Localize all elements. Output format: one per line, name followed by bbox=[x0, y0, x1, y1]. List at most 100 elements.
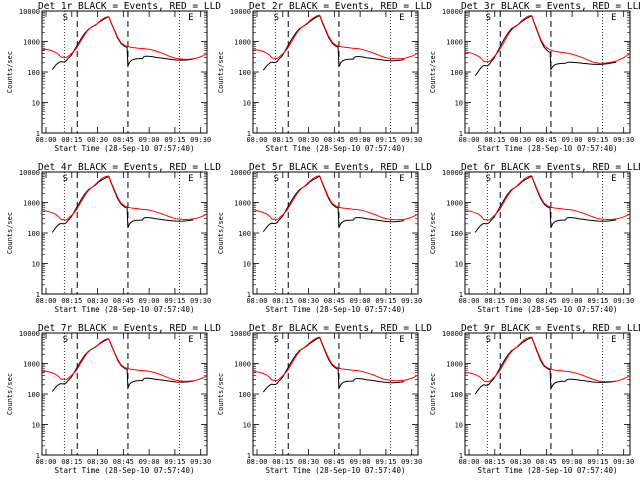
x-tick-label: 08:15 bbox=[484, 458, 505, 466]
marker-e: E bbox=[399, 335, 404, 345]
x-tick-label: 08:30 bbox=[510, 458, 531, 466]
marker-e: E bbox=[611, 174, 616, 184]
x-tick-label: 08:15 bbox=[272, 297, 293, 305]
x-tick-label: 08:45 bbox=[324, 458, 345, 466]
panel-det-2: Det 2r BLACK = Events, RED = LLD 1 10 100 10… bbox=[217, 1, 432, 153]
plot-frame bbox=[41, 332, 208, 456]
series-events-black bbox=[474, 337, 617, 395]
y-tick-label: 10 bbox=[32, 261, 40, 269]
x-axis-label: Start Time (28-Sep-10 07:57:40) bbox=[55, 466, 195, 475]
series-events-black bbox=[262, 15, 405, 71]
panel-title: Det 7r BLACK = Events, RED = LLD bbox=[38, 323, 221, 334]
x-axis-label: Start Time (28-Sep-10 07:57:40) bbox=[478, 144, 618, 153]
plot-frame bbox=[41, 10, 208, 134]
x-tick-label: 08:00 bbox=[246, 458, 267, 466]
y-tick-label: 10 bbox=[32, 422, 40, 430]
x-tick-label: 09:15 bbox=[587, 136, 608, 144]
x-tick-label: 09:30 bbox=[401, 297, 422, 305]
y-tick-label: 10000 bbox=[442, 8, 463, 16]
marker-s: S bbox=[486, 335, 491, 345]
x-axis-label: Start Time (28-Sep-10 07:57:40) bbox=[478, 305, 618, 314]
x-tick-label: 08:15 bbox=[61, 458, 82, 466]
y-axis-label: Counts/sec bbox=[6, 51, 14, 93]
plot-frame bbox=[464, 10, 631, 134]
y-tick-label: 10 bbox=[243, 422, 251, 430]
panel-det-1: Det 1r BLACK = Events, RED = LLD 1 10 100 10… bbox=[6, 1, 221, 153]
panel-title: Det 3r BLACK = Events, RED = LLD bbox=[461, 1, 640, 12]
x-tick-label: 08:30 bbox=[87, 297, 108, 305]
x-tick-label: 08:30 bbox=[87, 136, 108, 144]
panel-det-9: Det 9r BLACK = Events, RED = LLD 1 10 100 10… bbox=[429, 323, 640, 475]
x-tick-label: 09:00 bbox=[562, 297, 583, 305]
x-tick-label: 08:15 bbox=[484, 297, 505, 305]
x-tick-label: 09:15 bbox=[375, 297, 396, 305]
x-tick-label: 09:30 bbox=[613, 297, 634, 305]
x-axis-label: Start Time (28-Sep-10 07:57:40) bbox=[266, 305, 406, 314]
y-tick-label: 10000 bbox=[19, 169, 40, 177]
panel-title: Det 5r BLACK = Events, RED = LLD bbox=[249, 162, 432, 173]
x-axis-label: Start Time (28-Sep-10 07:57:40) bbox=[55, 305, 195, 314]
y-tick-label: 100 bbox=[450, 391, 463, 399]
panel-det-6: Det 6r BLACK = Events, RED = LLD 1 10 100 10… bbox=[429, 162, 640, 314]
y-tick-label: 10000 bbox=[442, 169, 463, 177]
panel-title: Det 2r BLACK = Events, RED = LLD bbox=[249, 1, 432, 12]
series-lld-red bbox=[252, 336, 419, 382]
y-axis-label: Counts/sec bbox=[429, 51, 437, 93]
x-tick-label: 09:15 bbox=[164, 136, 185, 144]
x-tick-label: 09:15 bbox=[375, 136, 396, 144]
series-lld-red bbox=[464, 14, 631, 64]
y-tick-label: 10000 bbox=[230, 330, 251, 338]
x-tick-label: 08:30 bbox=[510, 297, 531, 305]
x-tick-label: 08:45 bbox=[324, 297, 345, 305]
y-tick-label: 1000 bbox=[446, 361, 463, 369]
x-tick-label: 08:00 bbox=[246, 297, 267, 305]
marker-s: S bbox=[63, 13, 68, 23]
y-axis-label: Counts/sec bbox=[6, 212, 14, 254]
series-lld-red bbox=[252, 175, 419, 221]
y-tick-label: 100 bbox=[238, 391, 251, 399]
x-tick-label: 09:00 bbox=[350, 458, 371, 466]
y-axis-label: Counts/sec bbox=[429, 212, 437, 254]
y-tick-label: 100 bbox=[238, 230, 251, 238]
series-events-black bbox=[474, 175, 617, 233]
y-tick-label: 1 bbox=[36, 291, 40, 299]
panel-det-3: Det 3r BLACK = Events, RED = LLD 1 10 100 10… bbox=[429, 1, 640, 153]
y-tick-label: 10 bbox=[243, 261, 251, 269]
series-events-black bbox=[51, 338, 194, 392]
marker-s: S bbox=[274, 13, 279, 23]
y-tick-label: 1000 bbox=[446, 39, 463, 47]
panel-title: Det 6r BLACK = Events, RED = LLD bbox=[461, 162, 640, 173]
plot-frame bbox=[41, 171, 208, 295]
panel-det-7: Det 7r BLACK = Events, RED = LLD 1 10 100 10… bbox=[6, 323, 221, 475]
y-tick-label: 100 bbox=[450, 69, 463, 77]
marker-s: S bbox=[486, 174, 491, 184]
y-tick-label: 1 bbox=[459, 452, 463, 460]
y-tick-label: 10 bbox=[455, 261, 463, 269]
x-tick-label: 09:00 bbox=[139, 136, 160, 144]
y-tick-label: 10 bbox=[455, 422, 463, 430]
y-tick-label: 1000 bbox=[234, 39, 251, 47]
x-tick-label: 09:00 bbox=[562, 458, 583, 466]
y-tick-label: 1000 bbox=[23, 361, 40, 369]
y-tick-label: 10 bbox=[32, 100, 40, 108]
y-tick-label: 1 bbox=[247, 291, 251, 299]
panel-det-4: Det 4r BLACK = Events, RED = LLD 1 10 100 10… bbox=[6, 162, 221, 314]
x-tick-label: 09:30 bbox=[190, 136, 211, 144]
marker-e: E bbox=[188, 335, 193, 345]
y-tick-label: 1 bbox=[36, 452, 40, 460]
y-tick-label: 100 bbox=[450, 230, 463, 238]
marker-e: E bbox=[611, 335, 616, 345]
marker-e: E bbox=[399, 13, 404, 23]
y-tick-label: 1000 bbox=[234, 200, 251, 208]
x-tick-label: 09:00 bbox=[350, 136, 371, 144]
x-axis-label: Start Time (28-Sep-10 07:57:40) bbox=[55, 144, 195, 153]
y-tick-label: 1000 bbox=[23, 39, 40, 47]
x-tick-label: 08:45 bbox=[536, 297, 557, 305]
panel-title: Det 8r BLACK = Events, RED = LLD bbox=[249, 323, 432, 334]
x-tick-label: 08:45 bbox=[536, 136, 557, 144]
marker-s: S bbox=[274, 335, 279, 345]
series-events-black bbox=[262, 337, 405, 393]
x-tick-label: 08:30 bbox=[298, 297, 319, 305]
y-tick-label: 1000 bbox=[234, 361, 251, 369]
series-lld-red bbox=[252, 14, 419, 60]
